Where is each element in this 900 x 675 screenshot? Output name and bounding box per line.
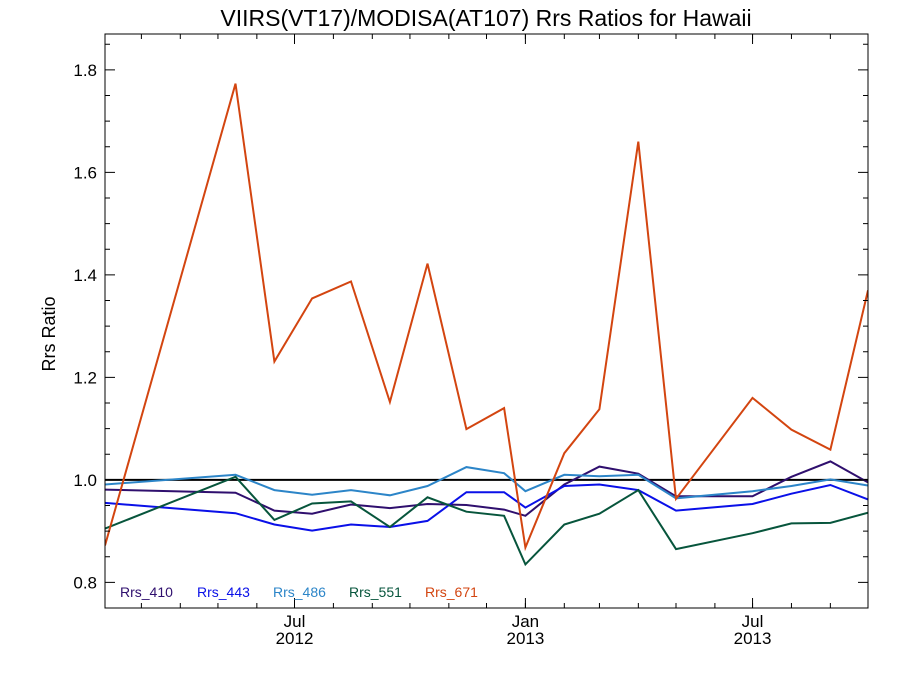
plot-area: 0.81.01.21.41.61.8Jul2012Jan2013Jul2013R… <box>73 33 869 648</box>
y-tick-label: 1.0 <box>73 471 97 490</box>
y-tick-label: 0.8 <box>73 573 97 592</box>
axes-frame <box>104 33 869 609</box>
legend-entry-rrs-671: Rrs_671 <box>425 584 478 600</box>
legend-entry-rrs-410: Rrs_410 <box>120 584 173 600</box>
x-tick-label-year: 2013 <box>734 629 772 648</box>
x-tick-label-month: Jul <box>284 612 306 631</box>
legend-entry-rrs-551: Rrs_551 <box>349 584 402 600</box>
series-line-rrs-410 <box>105 460 868 517</box>
x-tick-label-month: Jul <box>742 612 764 631</box>
x-tick-label-year: 2012 <box>276 629 314 648</box>
legend-entry-rrs-486: Rrs_486 <box>273 584 326 600</box>
y-tick-label: 1.8 <box>73 61 97 80</box>
series-line-rrs-551 <box>105 475 868 567</box>
chart-title: VIIRS(VT17)/MODISA(AT107) Rrs Ratios for… <box>220 5 751 31</box>
y-tick-label: 1.6 <box>73 163 97 182</box>
series-line-rrs-443 <box>105 483 868 532</box>
x-tick-label-month: Jan <box>512 612 539 631</box>
y-tick-label: 1.4 <box>73 266 97 285</box>
series-line-rrs-671 <box>105 83 868 552</box>
y-axis-label: Rrs Ratio <box>39 296 59 371</box>
x-tick-label-year: 2013 <box>506 629 544 648</box>
y-tick-label: 1.2 <box>73 368 97 387</box>
legend-entry-rrs-443: Rrs_443 <box>197 584 250 600</box>
